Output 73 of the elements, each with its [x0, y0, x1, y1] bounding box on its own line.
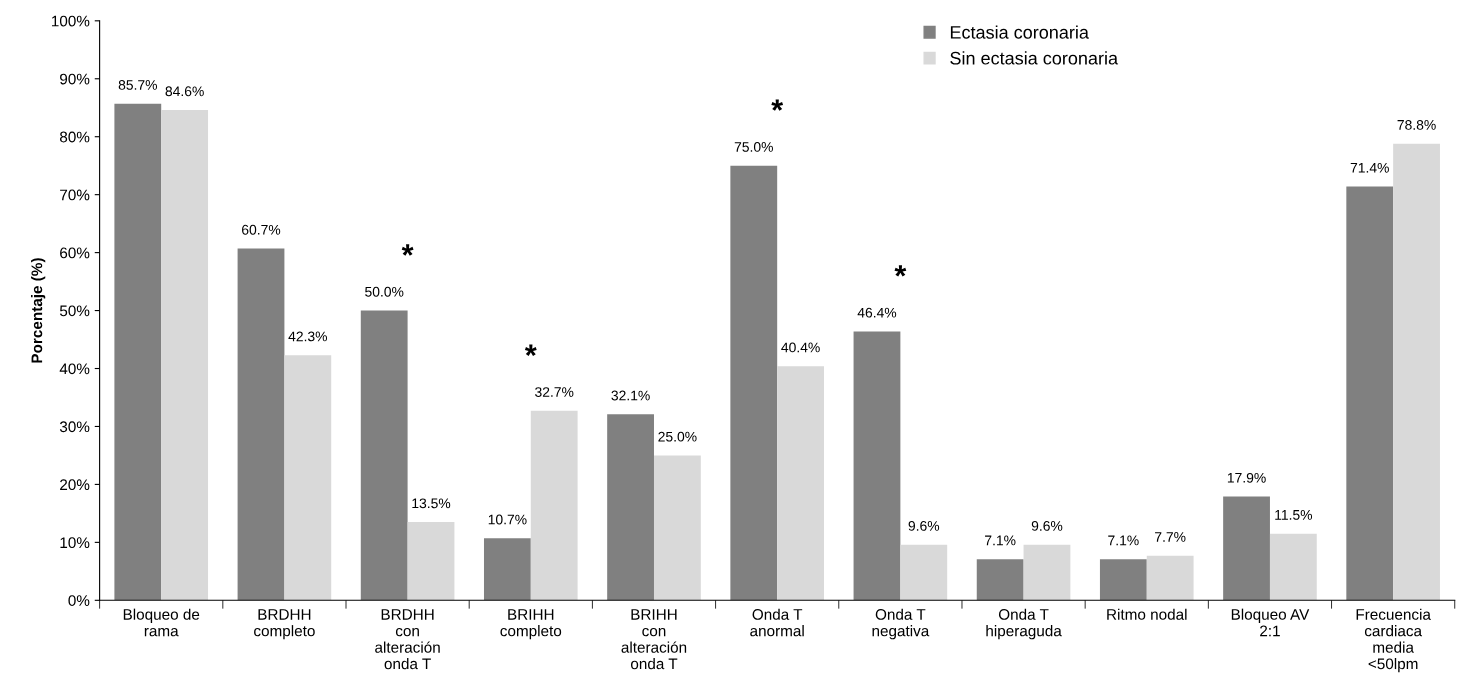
data-label: 71.4%	[1350, 162, 1389, 173]
bar	[1223, 496, 1270, 601]
data-label: 32.7%	[535, 387, 574, 397]
data-label: 46.4%	[857, 307, 897, 318]
bar	[1346, 186, 1394, 601]
annotation: *	[401, 244, 414, 256]
bar	[114, 103, 162, 601]
data-label: 75.0%	[734, 142, 773, 152]
bar	[900, 544, 948, 601]
bar	[284, 355, 332, 601]
data-label: 78.8%	[1397, 119, 1436, 130]
data-label: 11.5%	[1275, 510, 1313, 520]
data-label: 60.7%	[242, 224, 281, 235]
annotation: *	[894, 265, 907, 277]
y-tick-label: 50%	[59, 305, 90, 317]
annotation: *	[771, 99, 784, 111]
x-tick-label: BRDHH completo	[254, 609, 315, 640]
bar	[853, 331, 901, 601]
data-label: 40.4%	[781, 342, 820, 353]
bar	[360, 310, 408, 601]
data-label: 9.6%	[1031, 520, 1063, 531]
bar	[653, 455, 701, 601]
y-tick-label: 60%	[60, 247, 90, 259]
x-tick-label: Bloqueo de rama	[123, 608, 200, 637]
bar	[1393, 143, 1440, 601]
x-tick-label: BRIHH completo	[500, 609, 562, 640]
x-tick-label: Onda T hiperaguda	[986, 608, 1062, 640]
x-tick-label: Frecuencia cardiaca media <50lpm	[1356, 608, 1431, 673]
x-tick-label: Onda T negativa	[872, 608, 930, 640]
legend-label: Ectasia coronaria	[950, 25, 1089, 39]
bar	[530, 410, 578, 601]
x-tick-label: BRIHH con alteración onda T	[621, 609, 687, 670]
bar	[730, 165, 778, 601]
legend-label: Sin ectasia coronaria	[950, 51, 1119, 65]
x-tick-label: BRDHH con alteración onda T	[375, 609, 440, 670]
data-label: 7.1%	[985, 535, 1016, 546]
data-label: 25.0%	[658, 431, 697, 442]
data-label: 7.7%	[1155, 532, 1186, 542]
data-label: 10.7%	[488, 514, 527, 525]
bar	[607, 414, 654, 601]
data-label: 84.6%	[165, 86, 204, 97]
bar	[237, 248, 285, 601]
data-label: 32.1%	[611, 390, 650, 401]
data-label: 85.7%	[118, 80, 158, 90]
x-tick-label: Ritmo nodal	[1107, 608, 1187, 620]
y-tick-label: 100%	[51, 15, 90, 27]
bar	[1269, 533, 1317, 601]
y-tick-label: 10%	[60, 537, 90, 549]
y-tick-label: 80%	[59, 131, 90, 143]
y-tick-label: 30%	[59, 421, 90, 433]
data-label: 7.1%	[1108, 535, 1139, 546]
bar	[161, 110, 209, 601]
bar	[976, 559, 1024, 601]
data-label: 17.9%	[1227, 472, 1266, 483]
y-axis-title: Porcentaje (%)	[31, 258, 46, 363]
data-label: 13.5%	[412, 498, 451, 509]
y-tick-label: 90%	[60, 73, 90, 85]
data-label: 50.0%	[365, 286, 404, 297]
y-tick-label: 70%	[60, 189, 90, 201]
bar	[1099, 559, 1147, 601]
bar	[407, 522, 455, 601]
annotation: *	[524, 344, 537, 356]
bar	[1023, 544, 1071, 601]
bar	[483, 538, 531, 601]
x-tick-label: Onda T anormal	[750, 608, 804, 637]
data-label: 9.6%	[908, 520, 940, 531]
bar	[777, 366, 824, 601]
data-label: 42.3%	[288, 331, 328, 342]
x-tick-label: Bloqueo AV 2:1	[1231, 608, 1310, 637]
y-tick-label: 20%	[60, 479, 90, 491]
y-tick-label: 40%	[59, 363, 90, 375]
bar	[1146, 555, 1194, 601]
y-tick-label: 0%	[68, 595, 90, 606]
